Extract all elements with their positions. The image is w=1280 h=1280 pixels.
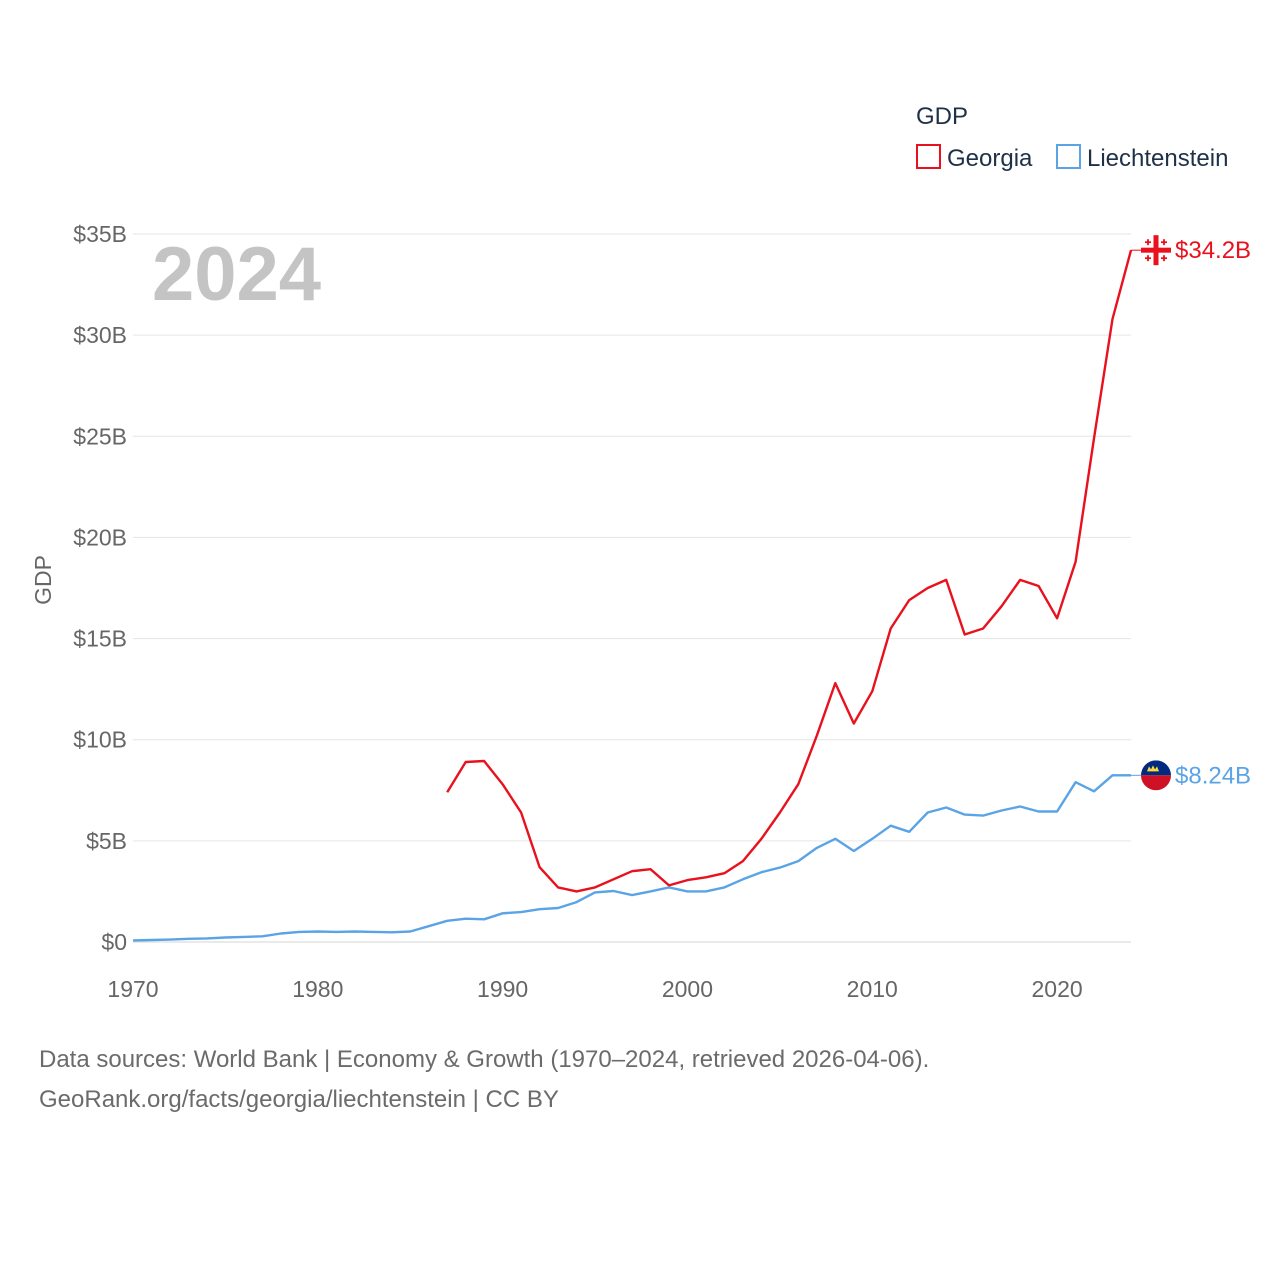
end-value-label-liechtenstein: $8.24B <box>1175 762 1251 789</box>
legend-item-liechtenstein[interactable]: Liechtenstein <box>1056 144 1228 172</box>
series-line-liechtenstein <box>132 774 1131 942</box>
footer-attribution: GeoRank.org/facts/georgia/liechtenstein … <box>39 1086 559 1113</box>
x-tick-label: 2000 <box>662 976 713 1002</box>
x-axis-ticks: 1970 1980 1990 2000 2010 2020 <box>107 976 1082 1002</box>
legend-title: GDP <box>916 103 968 130</box>
x-tick-label: 2010 <box>847 976 898 1002</box>
x-tick-label: 1980 <box>292 976 343 1002</box>
y-tick-label: $10B <box>73 727 127 753</box>
y-tick-label: $20B <box>73 524 127 550</box>
y-tick-label: $35B <box>73 221 127 247</box>
legend-item-georgia[interactable]: Georgia <box>916 144 1033 172</box>
end-value-label-georgia: $34.2B <box>1175 237 1251 264</box>
liechtenstein-flag-icon <box>1141 760 1171 791</box>
y-axis-ticks: $0 $5B $10B $15B $20B $25B $30B $35B <box>73 221 127 955</box>
x-tick-label: 1970 <box>107 976 158 1002</box>
y-tick-label: $15B <box>73 626 127 652</box>
legend-label-georgia: Georgia <box>947 145 1033 172</box>
grid <box>133 233 1131 943</box>
year-stamp: 2024 <box>152 232 321 317</box>
footer: Data sources: World Bank | Economy & Gro… <box>39 1040 929 1120</box>
georgia-flag-icon <box>1141 235 1171 266</box>
end-markers: $34.2B $8.24B <box>1131 235 1251 791</box>
y-tick-label: $5B <box>86 828 127 854</box>
legend-swatch-georgia <box>916 144 941 169</box>
y-axis-title: GDP <box>30 555 56 605</box>
y-tick-label: $0 <box>101 929 127 955</box>
legend-label-liechtenstein: Liechtenstein <box>1087 145 1228 172</box>
x-tick-label: 2020 <box>1031 976 1082 1002</box>
series-lines <box>132 249 1133 942</box>
y-tick-label: $30B <box>73 322 127 348</box>
legend-swatch-liechtenstein <box>1056 144 1081 169</box>
x-tick-label: 1990 <box>477 976 528 1002</box>
footer-sources: Data sources: World Bank | Economy & Gro… <box>39 1046 930 1073</box>
series-line-georgia <box>446 249 1133 893</box>
y-tick-label: $25B <box>73 423 127 449</box>
